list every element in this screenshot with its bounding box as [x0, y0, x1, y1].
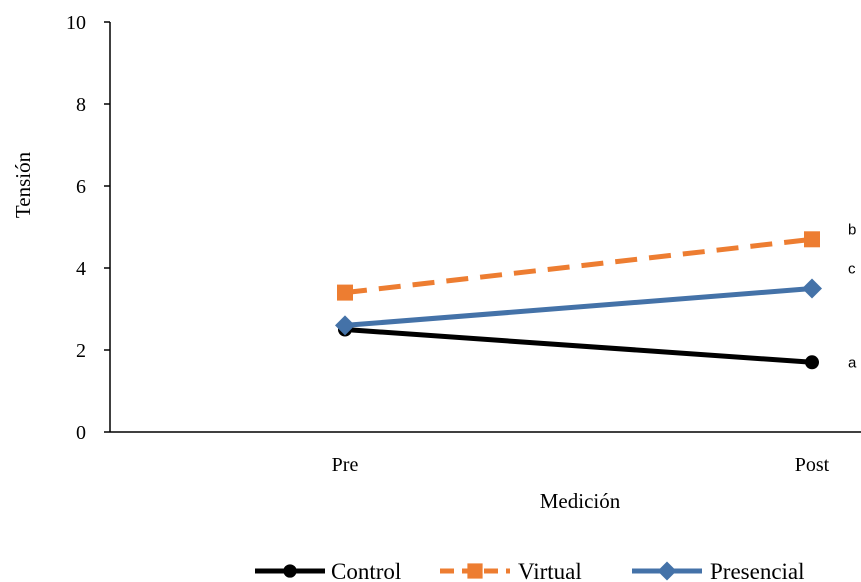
data-point — [337, 284, 353, 301]
y-tick-label: 8 — [76, 94, 86, 116]
y-tick-label: 6 — [76, 176, 86, 198]
x-tick-label: Post — [795, 454, 830, 476]
y-tick-label: 2 — [76, 340, 86, 362]
annotations: a b c — [848, 221, 857, 371]
y-tick-label: 4 — [76, 258, 86, 280]
series-line — [344, 327, 813, 365]
x-axis-title: Medición — [540, 489, 621, 513]
legend: Control Virtual Presencial — [255, 559, 805, 582]
series-control — [338, 322, 819, 370]
data-point — [805, 355, 819, 370]
data-point — [804, 231, 820, 248]
annotation-label: a — [848, 354, 857, 371]
data-point — [467, 563, 483, 579]
series-line — [344, 286, 813, 328]
series-presencial — [335, 278, 822, 336]
annotation-label: c — [848, 261, 856, 278]
data-point — [802, 278, 822, 299]
y-axis-title: Tensión — [11, 151, 35, 218]
data-point — [283, 564, 297, 578]
series-virtual — [337, 231, 820, 301]
y-axis: 0 2 4 6 8 10 — [66, 12, 111, 444]
legend-item-control: Control — [255, 559, 401, 582]
y-tick-label: 10 — [66, 12, 86, 34]
y-tick-label: 0 — [76, 422, 86, 444]
series-line — [344, 236, 813, 296]
legend-item-presencial: Presencial — [632, 559, 805, 582]
legend-label: Presencial — [710, 559, 805, 582]
plot-lines — [335, 231, 822, 370]
data-point — [335, 315, 355, 336]
data-point — [657, 561, 677, 581]
legend-item-virtual: Virtual — [440, 559, 582, 582]
legend-label: Control — [331, 559, 401, 582]
annotation-label: b — [848, 221, 856, 238]
x-tick-label: Pre — [332, 454, 359, 476]
x-axis: Pre Post — [110, 431, 861, 476]
legend-label: Virtual — [518, 559, 582, 582]
